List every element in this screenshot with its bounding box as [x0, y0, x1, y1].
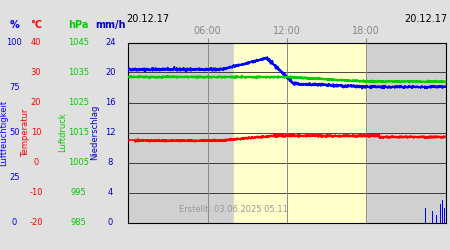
Bar: [444, 208, 445, 222]
Text: 0: 0: [12, 218, 17, 227]
Text: 20: 20: [31, 98, 41, 107]
Text: Luftdruck: Luftdruck: [58, 112, 68, 152]
Text: hPa: hPa: [68, 20, 89, 30]
Text: 75: 75: [9, 83, 20, 92]
Text: 1035: 1035: [68, 68, 89, 77]
Text: 1025: 1025: [68, 98, 89, 107]
Text: 50: 50: [9, 128, 20, 137]
Bar: [432, 211, 433, 222]
Bar: [234, 42, 366, 222]
Text: 1045: 1045: [68, 38, 89, 47]
Text: 985: 985: [71, 218, 87, 227]
Text: 1015: 1015: [68, 128, 89, 137]
Bar: [425, 208, 426, 222]
Bar: [440, 204, 441, 223]
Text: 100: 100: [6, 38, 22, 47]
Text: 25: 25: [9, 173, 20, 182]
Text: 12: 12: [105, 128, 116, 137]
Text: Erstellt: 03.06.2025 05:11: Erstellt: 03.06.2025 05:11: [179, 204, 288, 214]
Text: Niederschlag: Niederschlag: [90, 105, 99, 160]
Text: °C: °C: [30, 20, 42, 30]
Text: 10: 10: [31, 128, 41, 137]
Text: 8: 8: [108, 158, 113, 167]
Text: Temperatur: Temperatur: [21, 108, 30, 157]
Text: 20: 20: [105, 68, 116, 77]
Text: 0: 0: [33, 158, 39, 167]
Text: 1005: 1005: [68, 158, 89, 167]
Text: 16: 16: [105, 98, 116, 107]
Text: -20: -20: [29, 218, 43, 227]
Text: %: %: [9, 20, 19, 30]
Text: -10: -10: [29, 188, 43, 197]
Text: 20.12.17: 20.12.17: [404, 14, 447, 24]
Text: Luftfeuchtigkeit: Luftfeuchtigkeit: [0, 100, 8, 166]
Text: mm/h: mm/h: [95, 20, 126, 30]
Text: 995: 995: [71, 188, 86, 197]
Bar: [442, 200, 443, 222]
Text: 20.12.17: 20.12.17: [126, 14, 170, 24]
Text: 0: 0: [108, 218, 113, 227]
Text: 30: 30: [31, 68, 41, 77]
Text: 4: 4: [108, 188, 113, 197]
Text: 40: 40: [31, 38, 41, 47]
Text: 24: 24: [105, 38, 116, 47]
